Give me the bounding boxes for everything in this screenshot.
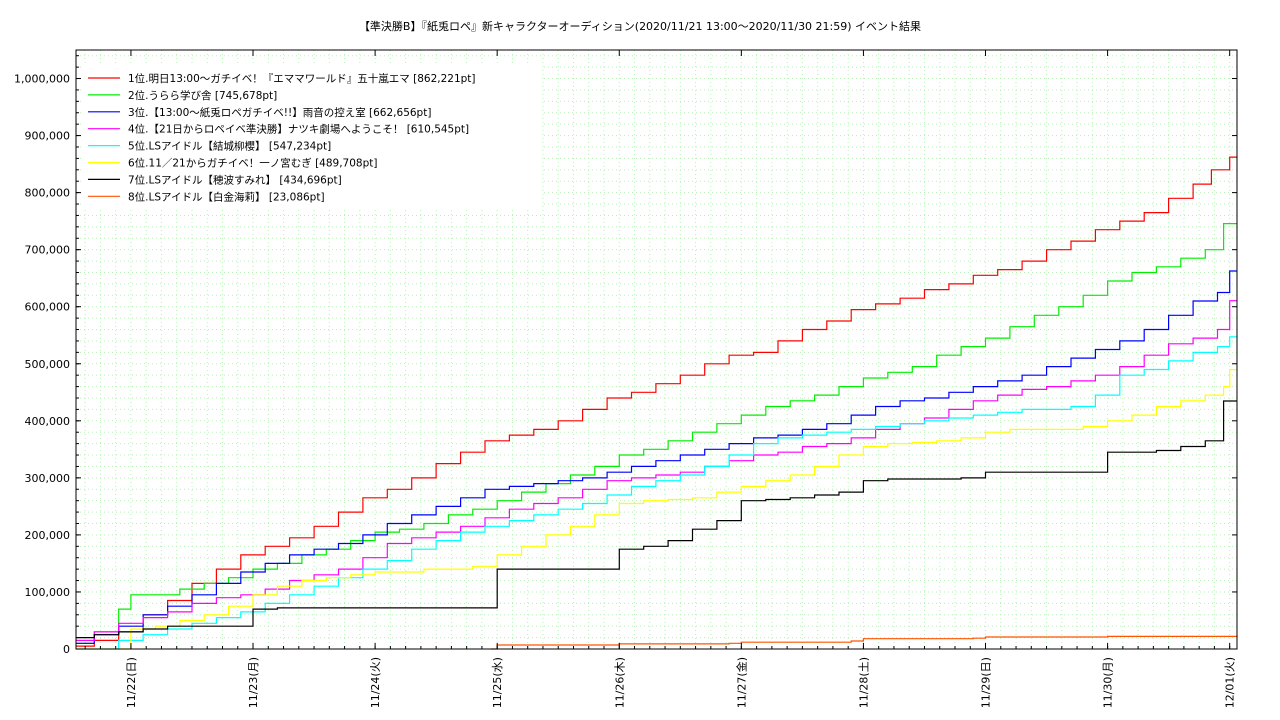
legend-label: 6位.11／21からガチイベ！一ノ宮むぎ [489,708pt] [128,157,377,170]
series-line-5 [76,336,1237,650]
axis-layer: 0 100,000 200,000 300,000 400,000 500,000 600,… [14,50,1237,708]
legend-label: 5位.LSアイドル【結城柳櫻】 [547,234pt] [128,140,331,153]
y-tick-label: 400,000 [25,415,71,428]
y-tick-label: 200,000 [25,529,71,542]
x-tick-label: 11/22(日) [125,657,138,708]
x-tick-label: 11/23(月) [247,657,260,708]
y-tick-label: 600,000 [25,301,71,314]
series-line-2 [76,223,1237,644]
legend-label: 4位.【21日からロペイベ準決勝】ナツキ劇場へようこそ！ [610,545pt] [128,123,469,136]
x-tick-label: 11/29(日) [980,657,993,708]
x-tick-label: 11/27(金) [734,657,748,708]
series-line-1 [76,156,1237,647]
series-layer [76,156,1238,650]
legend-label: 1位.明日13:00〜ガチイベ！『エママワールド』五十嵐エマ [862,221p… [128,72,476,85]
x-tick-label: 11/25(水) [491,657,504,708]
x-tick-label: 11/30(月) [1102,657,1115,708]
series-line-3 [76,270,1237,644]
x-tick-label: 11/24(火) [369,657,382,708]
series-line-6 [76,369,1237,650]
y-tick-label: 700,000 [25,244,71,257]
x-tick-label: 12/01(火) [1224,657,1237,708]
x-tick-label: 11/28(土) [857,657,870,708]
series-line-4 [76,300,1237,641]
legend-label: 7位.LSアイドル【穂波すみれ】 [434,696pt] [128,173,342,186]
legend-label: 3位.【13:00〜紙兎ロペガチイベ!!】雨音の控え室 [662,656pt] [128,106,431,119]
x-tick-label: 11/26(木) [613,657,626,708]
y-tick-label: 900,000 [25,130,71,143]
plot-frame [75,49,1238,650]
y-tick-label: 0 [63,643,70,656]
y-tick-label: 100,000 [25,586,71,599]
chart-title: 【準決勝B】『紙兎ロペ』新キャラクターオーディション(2020/11/21 13… [359,19,921,33]
legend-label: 8位.LSアイドル【白金海莉】 [23,086pt] [128,190,325,203]
legend: 1位.明日13:00〜ガチイベ！『エママワールド』五十嵐エマ [862,221p… [82,66,542,210]
series-line-7 [76,400,1237,639]
legend-label: 2位.うらら学び舎 [745,678pt] [128,89,277,102]
y-tick-label: 300,000 [25,472,71,485]
legend-background [82,66,542,210]
y-tick-label: 500,000 [25,358,71,371]
y-tick-label: 800,000 [25,187,71,200]
y-tick-label: 1,000,000 [14,73,70,86]
